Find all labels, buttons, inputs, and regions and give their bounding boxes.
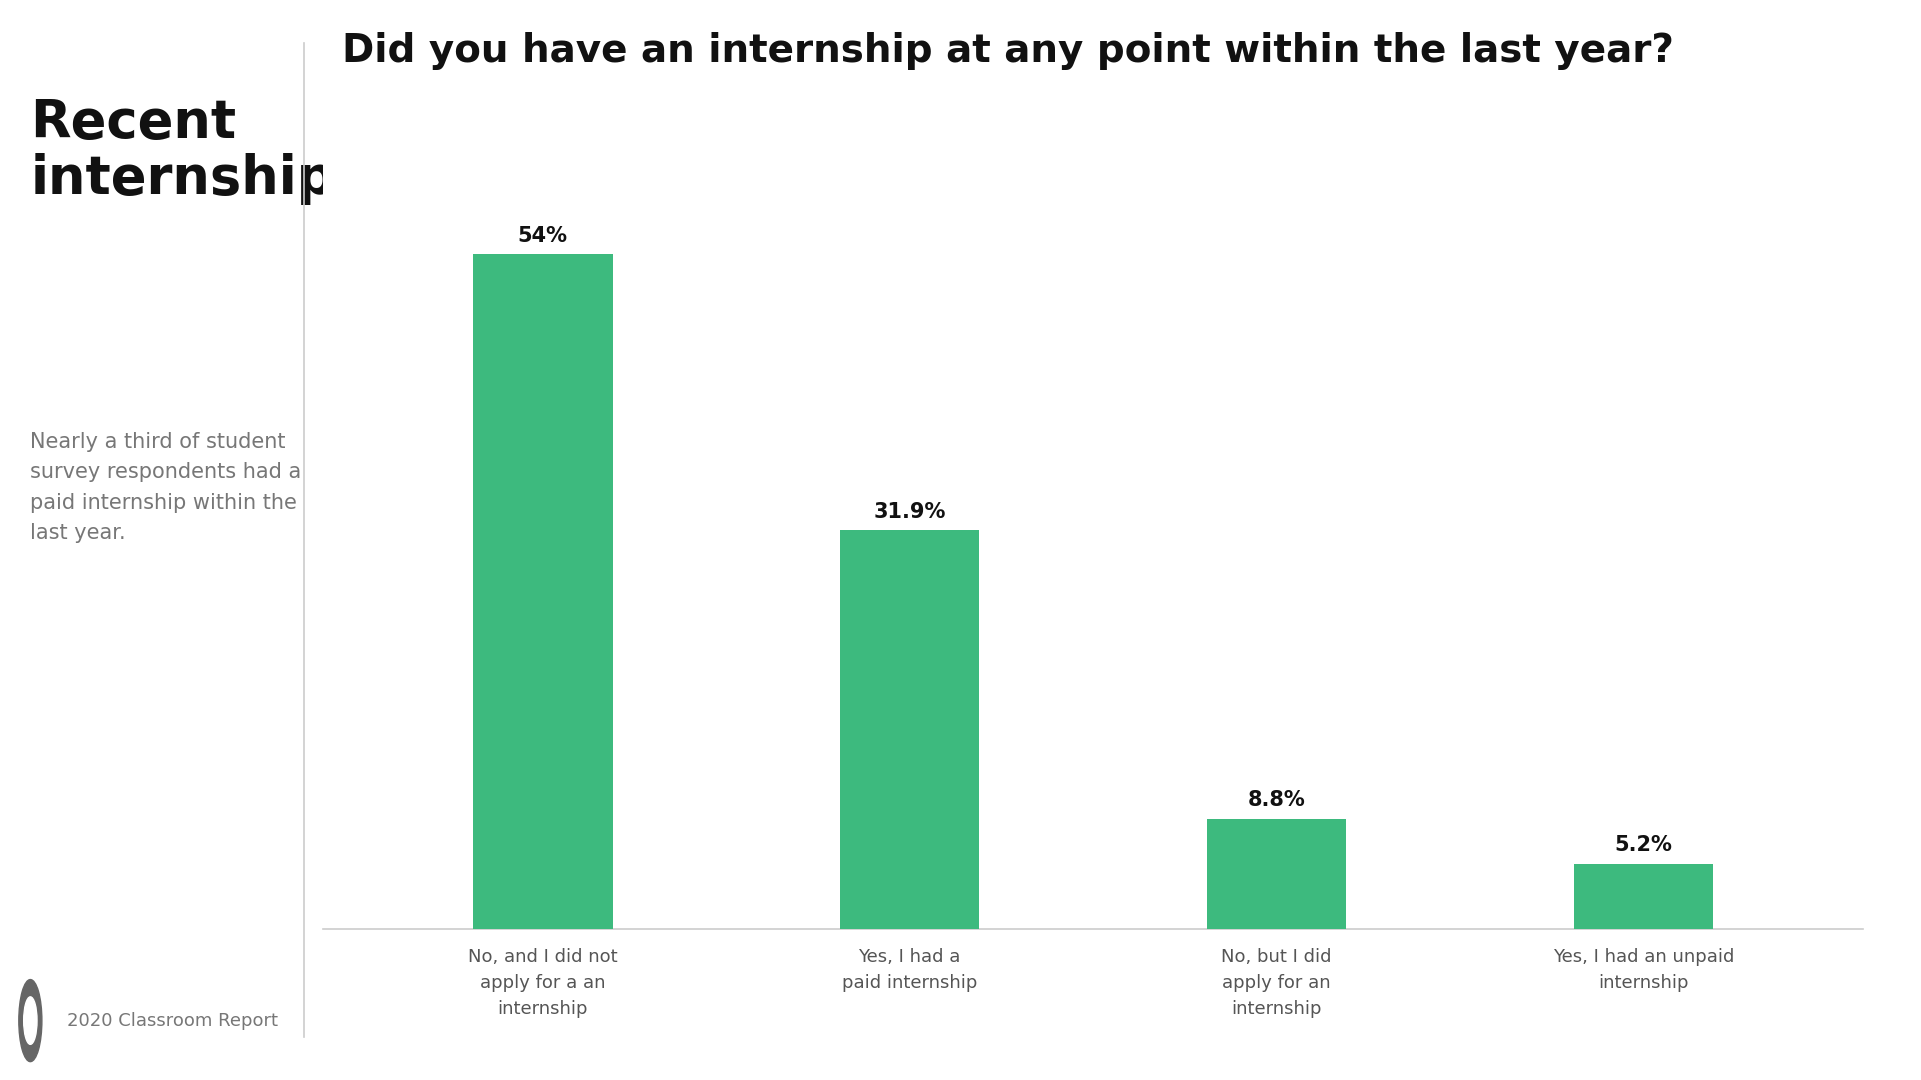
Circle shape — [19, 980, 42, 1062]
Text: Recent
internship: Recent internship — [31, 97, 334, 205]
Text: 2020 Classroom Report: 2020 Classroom Report — [67, 1012, 279, 1029]
Text: 54%: 54% — [519, 226, 569, 246]
Bar — [1206, 819, 1347, 929]
Text: Did you have an internship at any point within the last year?: Did you have an internship at any point … — [342, 32, 1673, 70]
Circle shape — [23, 997, 36, 1044]
Bar — [473, 255, 613, 929]
Text: 5.2%: 5.2% — [1614, 835, 1671, 855]
Text: 8.8%: 8.8% — [1247, 791, 1306, 810]
Text: Nearly a third of student
survey respondents had a
paid internship within the
la: Nearly a third of student survey respond… — [31, 432, 302, 543]
Bar — [839, 530, 980, 929]
Bar — [1573, 864, 1714, 929]
Text: 31.9%: 31.9% — [874, 502, 945, 522]
